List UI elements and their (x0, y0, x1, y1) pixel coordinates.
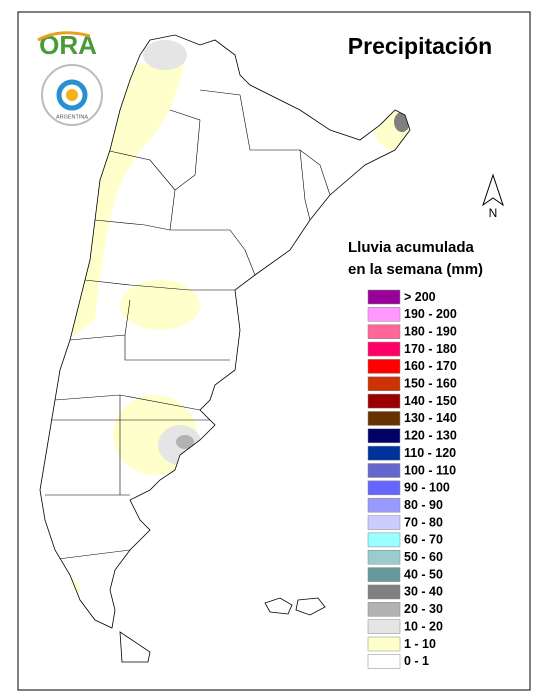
legend-label: 40 - 50 (404, 567, 443, 581)
legend-label: 30 - 40 (404, 585, 443, 599)
legend-swatch (367, 411, 401, 426)
legend-swatch (367, 584, 401, 600)
legend-label: > 200 (404, 290, 436, 304)
logo-swoosh (37, 31, 91, 42)
legend-swatch (367, 428, 401, 444)
north-label: N (489, 206, 498, 220)
legend-swatch (367, 324, 401, 339)
legend-swatch (367, 515, 401, 530)
legend-swatch (367, 359, 401, 374)
legend-label: 10 - 20 (404, 619, 443, 633)
legend-swatch (367, 497, 401, 513)
legend-swatch (367, 376, 401, 391)
legend-label: 170 - 180 (404, 342, 457, 356)
legend-label: 150 - 160 (404, 377, 457, 391)
tierra-del-fuego (119, 631, 151, 663)
emblem-text: ARGENTINA (56, 114, 88, 120)
legend-label: 180 - 190 (404, 324, 457, 338)
legend-label: 120 - 130 (404, 429, 457, 443)
legend-label: 140 - 150 (404, 394, 457, 408)
legend-title: Lluvia acumulada (348, 239, 475, 256)
legend-label: 60 - 70 (404, 533, 443, 547)
malvinas (264, 597, 326, 616)
legend-label: 50 - 60 (404, 550, 443, 564)
legend-swatch (367, 393, 401, 409)
emblem-sun (66, 89, 78, 101)
legend-label: 100 - 110 (404, 463, 456, 477)
zone-andes (70, 60, 185, 340)
legend-swatch (367, 307, 401, 322)
legend-swatch (367, 480, 401, 496)
legend-label: 160 - 170 (404, 359, 457, 373)
legend-swatch (367, 619, 401, 634)
legend-swatch (367, 341, 401, 357)
legend-swatch (367, 550, 401, 565)
legend-label: 90 - 100 (404, 481, 450, 495)
legend-label: 130 - 140 (404, 411, 457, 425)
legend-label: 20 - 30 (404, 602, 443, 616)
legend: > 200 190 - 200 180 - 190 170 - 180 160 - 17… (367, 289, 457, 669)
legend-label: 80 - 90 (404, 498, 443, 512)
legend-title: en la semana (mm) (348, 261, 483, 278)
legend-swatch (367, 445, 401, 461)
legend-swatch (367, 567, 401, 582)
legend-swatch (367, 463, 401, 478)
legend-label: 0 - 1 (404, 654, 429, 668)
legend-swatch (367, 602, 401, 617)
zone-pampa-20 (176, 435, 194, 449)
legend-swatch (367, 532, 401, 548)
legend-label: 110 - 120 (404, 446, 456, 460)
map-title: Precipitación (348, 33, 492, 59)
legend-label: 70 - 80 (404, 515, 443, 529)
legend-swatch (367, 289, 401, 305)
zone-north-10 (143, 40, 187, 70)
legend-label: 1 - 10 (404, 637, 436, 651)
province-borders (45, 89, 331, 561)
legend-swatch (367, 636, 401, 652)
emblem-ring (56, 79, 88, 111)
north-arrow (482, 173, 504, 207)
zone-center (120, 280, 200, 330)
legend-swatch (367, 654, 401, 669)
legend-label: 190 - 200 (404, 307, 457, 321)
